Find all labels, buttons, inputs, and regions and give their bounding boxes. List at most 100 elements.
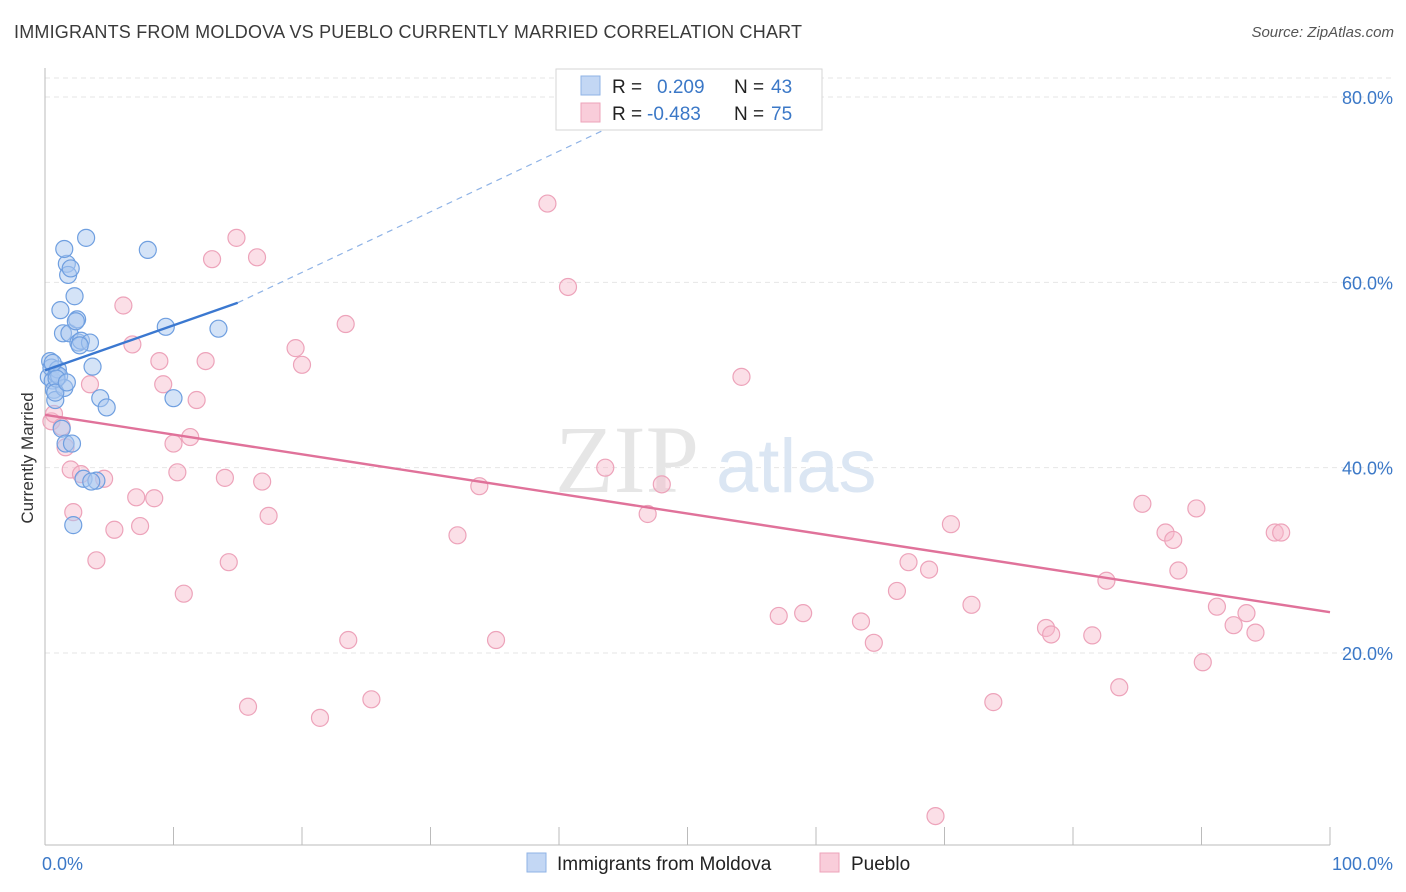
point-pueblo bbox=[1193, 653, 1212, 672]
legend-n-value-moldova: 43 bbox=[771, 77, 792, 98]
y-tick-label-40: 40.0% bbox=[1342, 459, 1393, 479]
point-pueblo bbox=[174, 584, 193, 603]
point-pueblo bbox=[362, 690, 381, 709]
x-tick-label-min: 0.0% bbox=[42, 854, 83, 874]
y-tick-label-60: 60.0% bbox=[1342, 273, 1393, 293]
point-pueblo bbox=[926, 806, 945, 826]
watermark-zip: ZIP bbox=[555, 406, 699, 513]
point-pueblo bbox=[1164, 530, 1183, 550]
point-moldova bbox=[52, 419, 71, 438]
point-moldova bbox=[51, 301, 70, 320]
point-pueblo bbox=[1237, 604, 1256, 623]
point-pueblo bbox=[652, 475, 671, 494]
point-pueblo bbox=[196, 352, 215, 371]
series-legend-swatch-moldova bbox=[526, 852, 547, 873]
point-pueblo bbox=[80, 375, 100, 394]
point-moldova bbox=[83, 357, 102, 376]
point-pueblo bbox=[145, 489, 164, 508]
tick-labels: 20.0% 40.0% 60.0% 80.0% 0.0% 100.0% bbox=[42, 88, 1393, 874]
point-pueblo bbox=[1097, 571, 1116, 590]
point-moldova bbox=[70, 336, 89, 355]
point-pueblo bbox=[486, 630, 506, 650]
point-pueblo bbox=[1265, 523, 1284, 542]
point-pueblo bbox=[596, 458, 615, 477]
chart-title: IMMIGRANTS FROM MOLDOVA VS PUEBLO CURREN… bbox=[14, 22, 803, 42]
point-pueblo bbox=[794, 604, 813, 623]
point-pueblo bbox=[558, 277, 578, 297]
legend-n-value-pueblo: 75 bbox=[771, 104, 792, 125]
point-pueblo bbox=[219, 553, 238, 572]
legend-r-value-moldova: 0.209 bbox=[657, 77, 705, 98]
legend-n-label-pueblo: N = bbox=[734, 104, 764, 125]
point-pueblo bbox=[259, 506, 278, 525]
point-pueblo bbox=[154, 375, 173, 394]
point-moldova bbox=[209, 319, 228, 338]
point-pueblo bbox=[941, 515, 961, 534]
point-pueblo bbox=[919, 560, 939, 579]
point-moldova bbox=[57, 373, 76, 392]
point-pueblo bbox=[1133, 494, 1152, 513]
point-pueblo bbox=[1272, 523, 1291, 542]
y-axis-title: Currently Married bbox=[18, 392, 37, 523]
point-pueblo bbox=[1083, 626, 1102, 645]
point-pueblo bbox=[538, 194, 557, 213]
series-pueblo-points bbox=[42, 194, 1291, 826]
point-pueblo bbox=[150, 352, 169, 371]
trend-pueblo bbox=[44, 413, 1331, 614]
point-pueblo bbox=[339, 630, 358, 650]
point-moldova bbox=[65, 287, 84, 306]
point-pueblo bbox=[899, 553, 918, 572]
point-pueblo bbox=[864, 633, 883, 652]
point-pueblo bbox=[638, 504, 657, 524]
point-pueblo bbox=[769, 606, 788, 626]
point-pueblo bbox=[87, 551, 106, 570]
point-pueblo bbox=[1246, 623, 1265, 642]
y-tick-label-20: 20.0% bbox=[1342, 644, 1393, 664]
trend-moldova bbox=[44, 301, 239, 372]
point-pueblo bbox=[130, 516, 150, 536]
legend-n-label-moldova: N = bbox=[734, 77, 764, 98]
point-pueblo bbox=[164, 434, 183, 453]
point-pueblo bbox=[1207, 597, 1227, 616]
source-label: Source: ZipAtlas.com bbox=[1251, 24, 1394, 41]
point-pueblo bbox=[114, 296, 133, 315]
point-pueblo bbox=[187, 390, 206, 410]
point-moldova bbox=[164, 389, 183, 408]
axes bbox=[44, 68, 1331, 846]
point-pueblo bbox=[247, 248, 267, 267]
point-pueblo bbox=[127, 488, 146, 507]
stats-legend: R = 0.209 N = 43 R = -0.483 N = 75 bbox=[555, 68, 823, 131]
point-moldova bbox=[61, 259, 80, 278]
point-moldova bbox=[64, 516, 83, 535]
series-moldova-points bbox=[39, 228, 228, 535]
point-pueblo bbox=[1187, 499, 1206, 518]
point-pueblo bbox=[61, 460, 80, 479]
point-pueblo bbox=[851, 612, 871, 631]
point-pueblo bbox=[253, 472, 272, 491]
series-legend: Immigrants from Moldova Pueblo bbox=[526, 852, 910, 875]
point-moldova bbox=[55, 239, 74, 259]
point-pueblo bbox=[1110, 678, 1129, 697]
point-moldova bbox=[77, 228, 96, 247]
point-pueblo bbox=[202, 250, 222, 269]
point-pueblo bbox=[984, 693, 1003, 712]
point-pueblo bbox=[1042, 625, 1061, 644]
point-pueblo bbox=[962, 595, 981, 614]
point-moldova bbox=[82, 472, 101, 491]
point-pueblo bbox=[238, 697, 258, 716]
point-moldova bbox=[66, 312, 85, 331]
point-pueblo bbox=[168, 463, 187, 482]
point-moldova bbox=[138, 240, 157, 259]
point-pueblo bbox=[732, 367, 751, 386]
series-legend-label-moldova: Immigrants from Moldova bbox=[557, 854, 772, 875]
point-pueblo bbox=[310, 708, 330, 727]
point-pueblo bbox=[336, 314, 355, 334]
point-moldova bbox=[62, 434, 82, 453]
point-pueblo bbox=[448, 526, 467, 545]
point-pueblo bbox=[105, 520, 124, 539]
series-legend-swatch-pueblo bbox=[819, 852, 840, 873]
point-pueblo bbox=[292, 355, 312, 374]
point-pueblo bbox=[1224, 616, 1243, 635]
x-tick-label-max: 100.0% bbox=[1332, 854, 1393, 874]
legend-swatch-moldova bbox=[580, 75, 601, 96]
